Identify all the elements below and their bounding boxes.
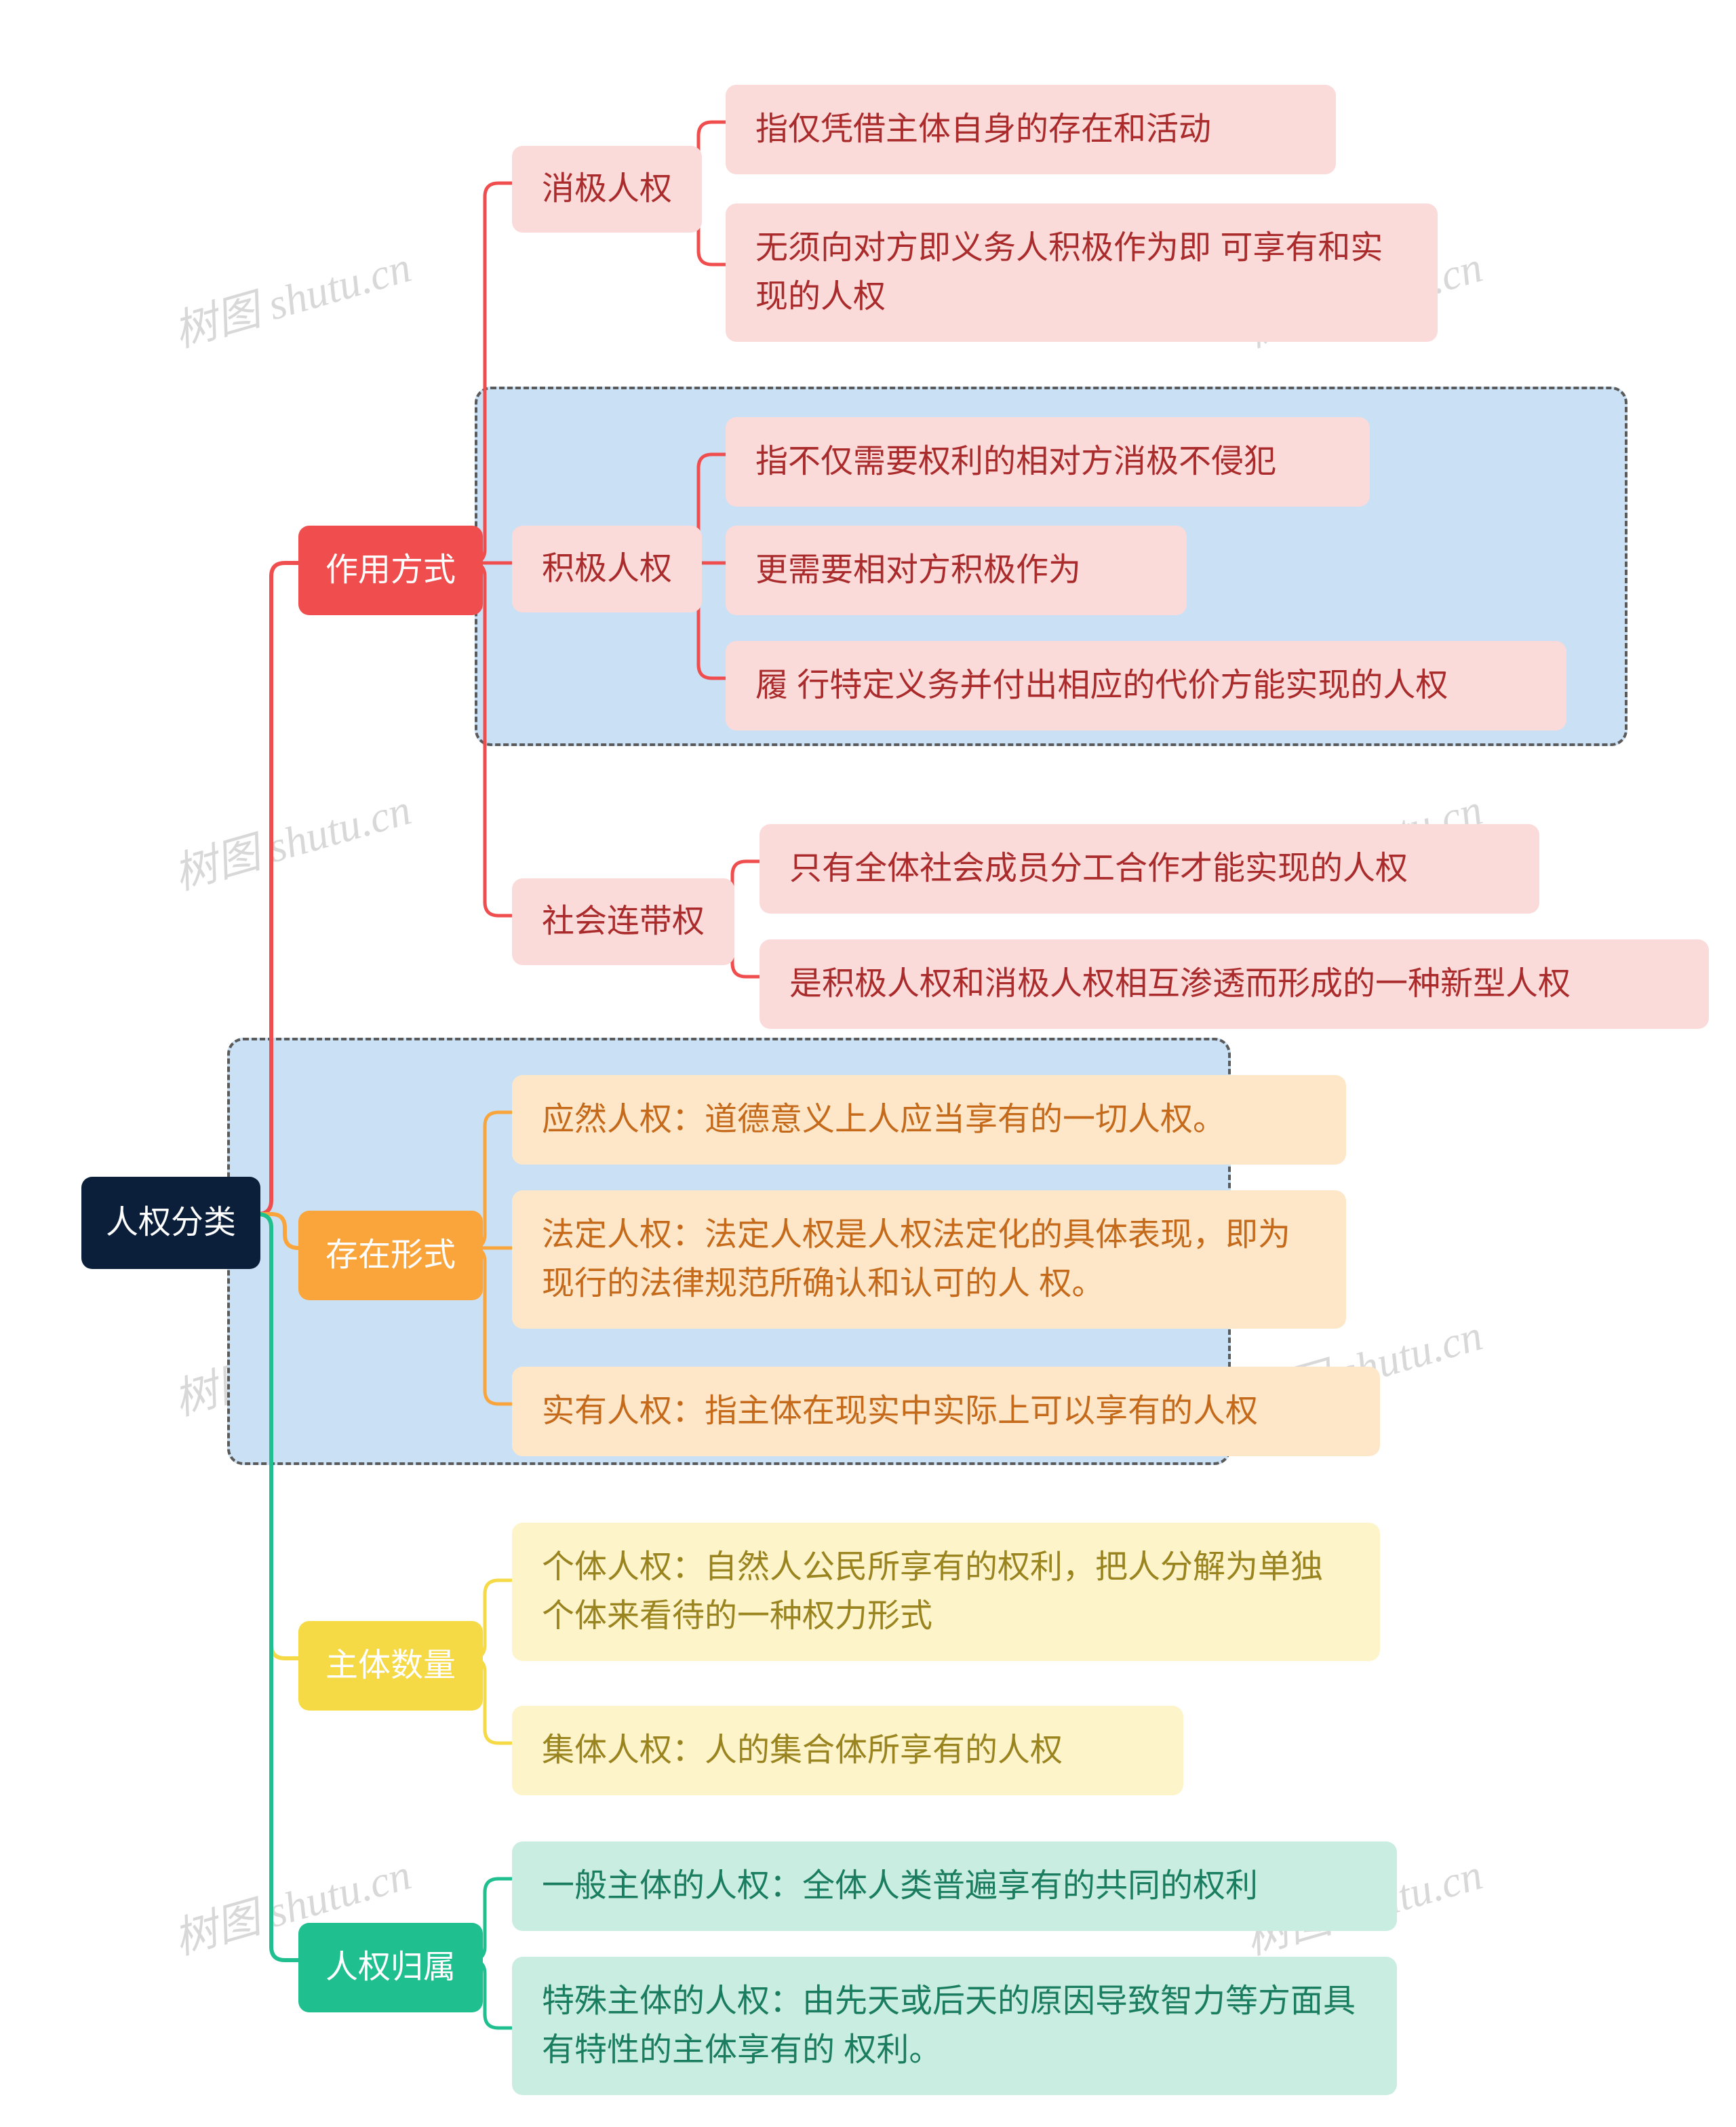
leaf-c4l1[interactable]: 一般主体的人权：全体人类普遍享有的共同的权利 <box>512 1841 1397 1931</box>
leaf-c2l1[interactable]: 应然人权：道德意义上人应当享有的一切人权。 <box>512 1075 1346 1165</box>
sub-solidarity-rights[interactable]: 社会连带权 <box>512 878 734 965</box>
category-existence-form[interactable]: 存在形式 <box>298 1211 483 1300</box>
category-action-mode[interactable]: 作用方式 <box>298 526 483 615</box>
leaf-c1s3l2[interactable]: 是积极人权和消极人权相互渗透而形成的一种新型人权 <box>760 939 1709 1029</box>
leaf-c3l1[interactable]: 个体人权：自然人公民所享有的权利，把人分解为单独个体来看待的一种权力形式 <box>512 1523 1380 1661</box>
sub-passive-rights[interactable]: 消极人权 <box>512 146 702 233</box>
watermark: 树图 shutu.cn <box>165 232 417 359</box>
category-rights-attribution[interactable]: 人权归属 <box>298 1923 483 2012</box>
root-node[interactable]: 人权分类 <box>81 1177 260 1269</box>
leaf-c1s1l2[interactable]: 无须向对方即义务人积极作为即 可享有和实现的人权 <box>726 203 1438 342</box>
leaf-c1s2l3[interactable]: 履 行特定义务并付出相应的代价方能实现的人权 <box>726 641 1566 730</box>
leaf-c2l3[interactable]: 实有人权：指主体在现实中实际上可以享有的人权 <box>512 1367 1380 1456</box>
leaf-c1s3l1[interactable]: 只有全体社会成员分工合作才能实现的人权 <box>760 824 1539 914</box>
leaf-c3l2[interactable]: 集体人权：人的集合体所享有的人权 <box>512 1706 1183 1795</box>
leaf-c1s2l1[interactable]: 指不仅需要权利的相对方消极不侵犯 <box>726 417 1370 507</box>
sub-active-rights[interactable]: 积极人权 <box>512 526 702 612</box>
leaf-c2l2[interactable]: 法定人权：法定人权是人权法定化的具体表现，即为现行的法律规范所确认和认可的人 权… <box>512 1190 1346 1329</box>
leaf-c4l2[interactable]: 特殊主体的人权：由先天或后天的原因导致智力等方面具有特性的主体享有的 权利。 <box>512 1957 1397 2095</box>
leaf-c1s2l2[interactable]: 更需要相对方积极作为 <box>726 526 1187 615</box>
mindmap-canvas: 树图 shutu.cn 树图 shutu.cn 树图 shutu.cn 树图 s… <box>0 0 1736 2127</box>
leaf-c1s1l1[interactable]: 指仅凭借主体自身的存在和活动 <box>726 85 1336 174</box>
category-subject-count[interactable]: 主体数量 <box>298 1621 483 1711</box>
watermark: 树图 shutu.cn <box>165 775 417 901</box>
